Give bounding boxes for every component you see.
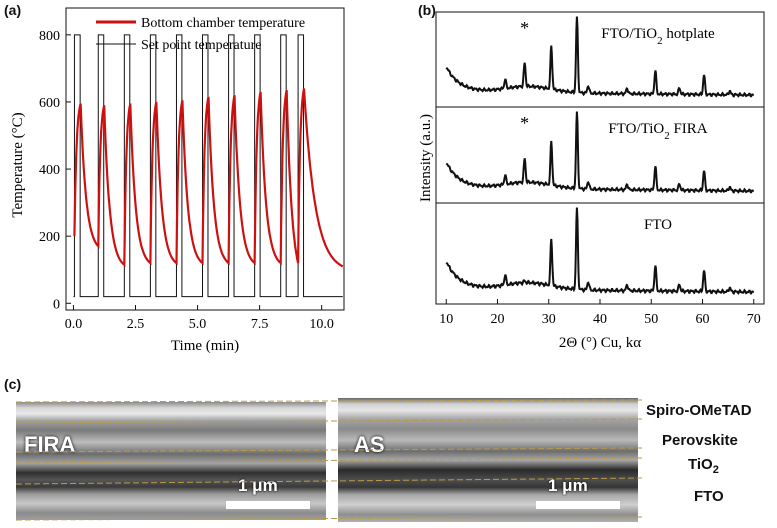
xrd-x-axis-label: 2Θ (°) Cu, kα [559, 335, 641, 351]
legend-label-bottom-chamber: Bottom chamber temperature [141, 16, 305, 31]
tio2-main: TiO [688, 456, 713, 473]
y-axis-label: Temperature (°C) [10, 112, 26, 217]
xrd-x-tick-label: 50 [644, 312, 658, 327]
sem-label-fira: FIRA [24, 432, 76, 457]
layer-lines [15, 399, 643, 521]
panel-label-a: (a) [4, 2, 22, 18]
scale-bar-as [536, 501, 620, 509]
y-tick-label: 600 [39, 96, 60, 111]
xrd-series-line [445, 207, 755, 295]
y-tick-label: 800 [39, 29, 60, 44]
y-tick-label: 0 [53, 297, 60, 312]
series-bottom-chamber-line [73, 88, 344, 268]
xrd-star-marker: * [520, 18, 529, 38]
x-tick-label: 2.5 [127, 317, 145, 332]
x-tick-label: 0.0 [65, 317, 83, 332]
tio2-sub: 2 [712, 464, 719, 476]
y-tick-label: 200 [39, 230, 60, 245]
xrd-y-axis-label: Intensity (a.u.) [418, 114, 434, 202]
xrd-x-tick-label: 20 [491, 312, 505, 327]
xrd-x-tick-label: 40 [593, 312, 607, 327]
xrd-x-tick-label: 10 [439, 312, 453, 327]
x-axis-label: Time (min) [171, 338, 239, 354]
xrd-series-label: FTO [644, 217, 672, 233]
panel-label-c: (c) [4, 376, 22, 392]
x-tick-label: 7.5 [251, 317, 269, 332]
xrd-star-marker: * [520, 113, 529, 133]
scale-text-fira: 1 μm [238, 476, 278, 495]
temperature-chart: 0.0 2.5 5.0 7.5 10.0 0 200 400 600 800 Bottom cha… [10, 7, 345, 354]
xrd-x-tick-label: 60 [696, 312, 710, 327]
plot-frame [65, 7, 345, 311]
layer-label-tio2: TiO2 [688, 456, 719, 476]
layer-label-fto: FTO [694, 488, 724, 505]
layer-label-spiro: Spiro-OMeTAD [646, 402, 752, 419]
y-tick-label: 400 [39, 163, 60, 178]
xrd-plot-frame [435, 11, 765, 305]
x-tick-label: 5.0 [189, 317, 207, 332]
series-set-point-line [73, 34, 343, 298]
scale-text-as: 1 μm [548, 476, 588, 495]
xrd-chart: 10 20 30 40 50 60 70 * FTO/TiO2 hotplate * FTO/Ti… [418, 11, 765, 351]
x-tick-label: 10.0 [309, 317, 334, 332]
xrd-series-label: FTO/TiO2 hotplate [601, 26, 715, 47]
sem-label-as: AS [354, 432, 385, 457]
legend-label-set-point: Set point temperature [141, 38, 262, 53]
legend: Bottom chamber temperature Set point tem… [96, 16, 305, 53]
xrd-x-tick-label: 30 [542, 312, 556, 327]
xrd-series-line [445, 111, 755, 194]
scale-bar-fira [226, 501, 310, 509]
xrd-series-label: FTO/TiO2 FIRA [608, 121, 707, 142]
panel-label-b: (b) [418, 2, 436, 18]
xrd-series-line [445, 16, 755, 98]
xrd-x-tick-label: 70 [747, 312, 761, 327]
layer-label-perovskite: Perovskite [662, 432, 738, 449]
